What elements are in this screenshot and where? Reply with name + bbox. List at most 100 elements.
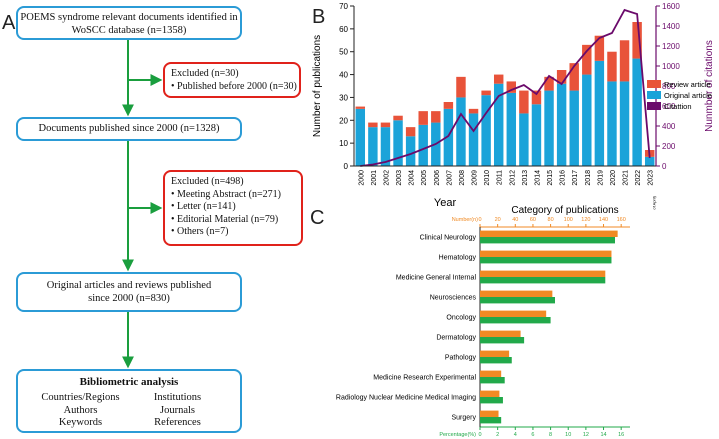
bar-percentage bbox=[480, 417, 502, 424]
bar-number bbox=[480, 330, 521, 337]
since2000-text: Documents published since 2000 (n=1328) bbox=[38, 123, 220, 134]
category-label: Hematology bbox=[439, 255, 477, 262]
bar-review-article bbox=[531, 90, 542, 105]
bib-item-authors: Authors bbox=[63, 404, 98, 416]
x-tick-label: 2002 bbox=[383, 170, 390, 186]
bar-review-article bbox=[607, 51, 617, 82]
y2-axis-title: Nunmber of citations bbox=[704, 40, 715, 132]
y-tick-label: 60 bbox=[339, 25, 348, 34]
bar-percentage bbox=[480, 237, 615, 244]
bar-percentage bbox=[480, 397, 503, 404]
bar-original-article bbox=[531, 104, 542, 166]
bar-original-article bbox=[368, 127, 378, 166]
x-tick-label: 2003 bbox=[396, 170, 403, 186]
bar-percentage bbox=[480, 317, 551, 324]
y-tick-label: 70 bbox=[339, 2, 348, 11]
excluded2-item: • Meeting Abstract (n=271) bbox=[171, 188, 281, 200]
bar-original-article bbox=[582, 74, 592, 166]
x-tick-label: 2006 bbox=[434, 170, 441, 186]
bar-review-article bbox=[355, 106, 366, 109]
bib-item-journals: Journals bbox=[160, 404, 195, 416]
y2-tick-label: 200 bbox=[662, 142, 676, 151]
bar-review-article bbox=[468, 108, 479, 114]
bar-review-article bbox=[594, 35, 605, 61]
bar-review-article bbox=[493, 74, 504, 84]
category-label: Dermatology bbox=[436, 335, 476, 342]
bar-original-article bbox=[443, 108, 454, 166]
top-tick-label: 100 bbox=[564, 217, 573, 223]
bar-review-article bbox=[368, 122, 378, 128]
flowchart-arrows bbox=[122, 40, 163, 369]
x-tick-label: 2022 bbox=[635, 170, 642, 186]
panel-a-label: A bbox=[2, 12, 16, 34]
bar-number bbox=[480, 390, 500, 397]
bar-original-article bbox=[569, 90, 579, 166]
bar-review-article bbox=[506, 81, 517, 93]
bar-review-article bbox=[456, 76, 466, 98]
y2-tick-label: 1600 bbox=[662, 2, 680, 11]
x-tick-label: 2008 bbox=[459, 170, 466, 186]
bar-review-article bbox=[443, 102, 454, 109]
bar-original-article bbox=[506, 92, 517, 166]
top-tick-label: 60 bbox=[530, 217, 536, 223]
original-text: Original articles and reviews published … bbox=[46, 280, 212, 304]
y-tick-label: 20 bbox=[339, 116, 348, 125]
bar-review-article bbox=[481, 90, 491, 96]
y2-tick-label: 0 bbox=[662, 162, 667, 171]
bar-original-article bbox=[493, 83, 504, 166]
x-tick-label: 2005 bbox=[421, 170, 428, 186]
bar-review-article bbox=[380, 122, 391, 128]
bar-review-article bbox=[393, 115, 403, 121]
x-tick-label: 2014 bbox=[534, 170, 541, 186]
x-tick-label: 2016 bbox=[560, 170, 567, 186]
legend-swatch bbox=[647, 91, 661, 99]
y-axis-title: Number of publications bbox=[312, 35, 323, 137]
bar-number bbox=[480, 410, 499, 417]
x-tick-label: 2013 bbox=[522, 170, 529, 186]
category-label: Medicine Research Experimental bbox=[373, 375, 476, 382]
top-tick-label: 40 bbox=[512, 217, 518, 223]
bar-percentage bbox=[480, 297, 555, 304]
top-tick-label: 160 bbox=[617, 217, 626, 223]
legend-label: Citattion bbox=[664, 102, 692, 111]
category-label: Surgery bbox=[451, 415, 476, 422]
x-tick-label: 2023 bbox=[648, 170, 655, 186]
bar-original-article bbox=[456, 97, 466, 166]
bar-original-article bbox=[544, 90, 554, 166]
top-tick-label: 120 bbox=[581, 217, 590, 223]
legend-swatch bbox=[647, 80, 661, 88]
bar-original-article bbox=[644, 156, 655, 166]
x-tick-label: 2015 bbox=[547, 170, 554, 186]
excluded2-title: Excluded (n=498) bbox=[171, 176, 244, 187]
bar-number bbox=[480, 270, 606, 277]
y-tick-label: 10 bbox=[339, 139, 348, 148]
panel-c-label: C bbox=[310, 207, 325, 229]
bib-item-references: References bbox=[154, 417, 201, 428]
bottom-tick-label: 2 bbox=[496, 432, 499, 438]
bar-original-article bbox=[380, 127, 391, 166]
y2-tick-label: 600 bbox=[662, 102, 676, 111]
bar-original-article bbox=[418, 124, 428, 166]
top-tick-label: 140 bbox=[599, 217, 608, 223]
citation-line bbox=[360, 8, 651, 167]
bar-percentage bbox=[480, 377, 505, 384]
bar-number bbox=[480, 310, 547, 317]
box-excluded-2: Excluded (n=498) • Meeting Abstract (n=2… bbox=[163, 170, 303, 246]
bar-original-article bbox=[619, 81, 630, 166]
category-label: Medicine General Internal bbox=[396, 275, 477, 282]
category-label: Oncology bbox=[446, 315, 476, 322]
bib-item-countries: Countries/Regions bbox=[41, 392, 120, 403]
bar-original-article bbox=[405, 136, 416, 166]
bottom-tick-label: 12 bbox=[583, 432, 589, 438]
bottom-tick-label: 4 bbox=[514, 432, 517, 438]
bibliometric-title: Bibliometric analysis bbox=[79, 376, 179, 388]
identified-text: POEMS syndrome relevant documents identi… bbox=[20, 12, 238, 36]
box-bibliometric: Bibliometric analysis Countries/Regions … bbox=[16, 369, 242, 433]
x-tick-label: 2000 bbox=[358, 170, 365, 186]
box-identified: POEMS syndrome relevant documents identi… bbox=[16, 6, 242, 40]
box-excluded-1: Excluded (n=30) • Published before 2000 … bbox=[163, 62, 301, 98]
x-tick-label: 2001 bbox=[371, 170, 378, 186]
bar-review-article bbox=[619, 40, 630, 82]
panel-b-label: B bbox=[312, 6, 326, 28]
